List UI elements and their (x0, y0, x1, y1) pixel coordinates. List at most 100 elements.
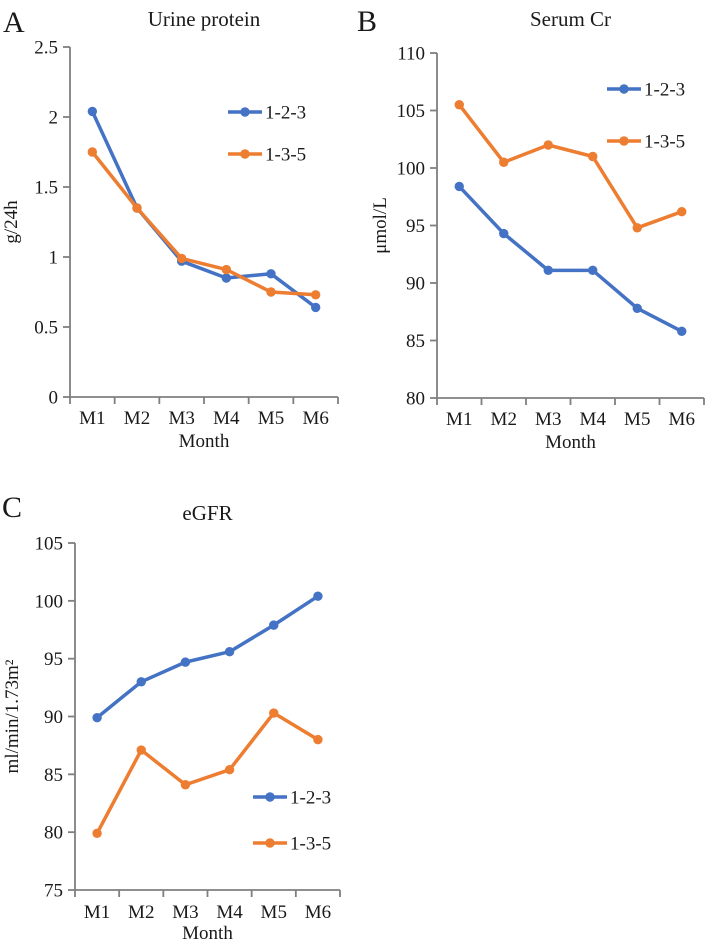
x-category-label: M4 (216, 902, 243, 923)
y-tick-label: 100 (35, 591, 64, 612)
data-point (136, 677, 146, 687)
x-category-label: M6 (305, 902, 331, 923)
y-tick-label: 2 (49, 108, 59, 129)
data-point (221, 264, 232, 275)
data-point (632, 223, 642, 233)
chart-title: Serum Cr (530, 7, 611, 31)
series-1-2-3 (92, 591, 323, 723)
y-tick-label: 80 (406, 389, 425, 410)
data-point (87, 106, 98, 117)
y-tick-label: 90 (406, 274, 425, 295)
series-line (95, 711, 320, 836)
data-point (499, 157, 509, 167)
data-point (543, 265, 553, 276)
data-point (454, 100, 464, 110)
chart-title: Urine protein (148, 7, 261, 31)
data-point (176, 253, 187, 264)
data-point (269, 620, 279, 630)
legend: 1-2-3 1-3-5 (253, 788, 331, 855)
y-tick-label: 2.5 (34, 38, 58, 59)
y-tick-label: 1 (49, 248, 59, 269)
series-1-3-5 (87, 147, 321, 300)
y-tick-label: 80 (44, 823, 63, 844)
x-category-label: M1 (84, 902, 110, 923)
legend: 1-2-3 1-3-5 (228, 103, 306, 166)
x-category-label: M6 (669, 409, 695, 430)
x-category-label: M3 (172, 902, 198, 923)
data-point (543, 140, 553, 150)
y-tick-label: 85 (406, 331, 425, 352)
axis-title-y: ml/min/1.73m² (2, 659, 23, 773)
legend-marker-dot (265, 838, 275, 848)
y-tick-label: 105 (35, 534, 64, 555)
y-tick-label: 95 (44, 649, 63, 670)
x-category-label: M2 (491, 409, 517, 430)
chart-serum-cr: B Serum Cr 80 85 90 95 100 105 110 M1 M2 M3 M4 M5 M6 Mo… (357, 5, 705, 453)
data-point (221, 273, 232, 283)
x-category-label: M4 (213, 408, 240, 429)
series-1-2-3 (87, 106, 321, 313)
data-point (454, 181, 464, 192)
data-point (677, 207, 687, 217)
data-point (224, 765, 235, 775)
x-category-label: M1 (79, 408, 105, 429)
series-line (90, 150, 318, 297)
legend-label: 1-2-3 (290, 788, 331, 809)
y-tick-label: 105 (397, 101, 426, 122)
legend-entry: 1-2-3 (228, 103, 306, 124)
panel-label: A (3, 6, 25, 39)
y-tick-label: 90 (44, 707, 63, 728)
series-1-3-5 (454, 100, 687, 233)
y-tick-label: 100 (397, 159, 426, 180)
y-tick-label: 75 (44, 881, 63, 902)
y-tick-label: 0.5 (34, 318, 58, 339)
x-category-label: M2 (128, 902, 154, 923)
legend-marker-dot (265, 792, 275, 802)
legend-marker-dot (240, 107, 250, 117)
y-tick-label: 85 (44, 765, 63, 786)
legend-label: 1-2-3 (265, 103, 306, 124)
legend-label: 1-2-3 (644, 80, 685, 101)
data-point (92, 712, 102, 723)
panel-label: B (357, 5, 377, 38)
legend-label: 1-3-5 (265, 145, 306, 166)
legend-label: 1-3-5 (290, 834, 331, 855)
x-category-label: M5 (624, 409, 650, 430)
data-point (224, 647, 235, 657)
legend-label: 1-3-5 (644, 132, 685, 153)
legend-entry: 1-2-3 (607, 80, 685, 101)
series-line (90, 109, 318, 310)
series-line (95, 594, 320, 720)
x-category-label: M1 (446, 409, 472, 430)
data-point (499, 228, 509, 239)
legend-entry: 1-3-5 (253, 834, 331, 855)
legend-entry: 1-2-3 (253, 788, 331, 809)
legend-marker-dot (619, 136, 629, 146)
axis-title-x: Month (182, 923, 233, 944)
series-1-2-3 (454, 181, 687, 336)
legend-entry: 1-3-5 (607, 132, 685, 153)
chart-urine-protein: A Urine protein 0 0.5 1 1.5 2 2.5 M1 M2 M3 M4 M5 M6 Mo… (1, 6, 339, 452)
data-point (87, 147, 98, 157)
x-category-label: M2 (124, 408, 150, 429)
legend-entry: 1-3-5 (228, 145, 306, 166)
data-point (266, 269, 276, 279)
y-tick-label: 110 (397, 44, 425, 65)
legend-marker-dot (619, 84, 629, 94)
legend: 1-2-3 1-3-5 (607, 80, 685, 153)
data-point (632, 303, 642, 313)
axis-title-y: μmol/L (370, 197, 391, 254)
data-point (310, 290, 321, 300)
data-point (313, 734, 323, 745)
panel-label: C (2, 491, 22, 524)
axis-title-x: Month (545, 432, 596, 453)
y-tick-label: 1.5 (34, 178, 58, 199)
x-category-label: M4 (580, 409, 607, 430)
legend-marker-dot (240, 149, 250, 159)
x-category-label: M3 (168, 408, 194, 429)
chart-title: eGFR (182, 501, 232, 525)
x-category-label: M6 (302, 408, 328, 429)
y-tick-label: 95 (406, 216, 425, 237)
